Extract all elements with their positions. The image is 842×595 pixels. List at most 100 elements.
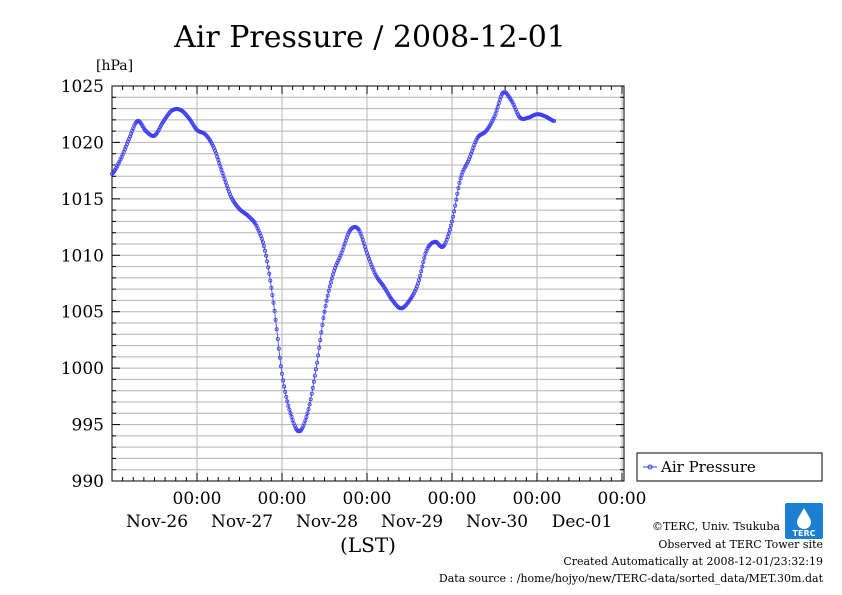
data-point (156, 127, 161, 132)
data-point (264, 253, 269, 258)
x-tick-label-date: Nov-26 (126, 512, 188, 532)
data-point (510, 100, 515, 105)
data-point (157, 125, 162, 130)
data-point (327, 284, 332, 289)
credit-line-1: ©TERC, Univ. Tsukuba (652, 520, 780, 533)
data-point (316, 353, 321, 358)
data-point (457, 180, 462, 185)
data-point (298, 428, 303, 433)
data-point (419, 269, 424, 274)
data-point (341, 244, 346, 249)
data-point (275, 336, 280, 341)
data-point (304, 414, 309, 419)
data-point (453, 203, 458, 208)
axis-ticks: 990 995 1000 1005 1010 1015 1020 1025 00:00 Nov-2… (61, 77, 647, 532)
y-tick-label: 1025 (61, 77, 104, 97)
credit-line-3: Created Automatically at 2008-12-01/23:3… (563, 555, 823, 568)
data-point (552, 119, 557, 124)
data-point (158, 123, 163, 128)
y-axis-unit: [hPa] (96, 58, 133, 74)
data-point (311, 379, 316, 384)
data-point (261, 244, 266, 249)
data-point (308, 397, 313, 402)
data-point (310, 385, 315, 390)
data-point (449, 219, 454, 224)
data-point (279, 371, 284, 376)
data-point (266, 265, 271, 270)
data-point (142, 127, 147, 132)
data-point (317, 345, 322, 350)
data-point (321, 315, 326, 320)
y-tick-label: 990 (72, 472, 104, 492)
plot-area (111, 85, 625, 482)
data-point (269, 285, 274, 290)
logo-text: TERC (793, 529, 816, 538)
y-tick-label: 1020 (61, 133, 104, 153)
y-tick-label: 1015 (61, 190, 104, 210)
data-point (448, 223, 453, 228)
data-point (259, 236, 264, 241)
grid-lines (112, 86, 624, 481)
data-point (282, 384, 287, 389)
data-point (451, 214, 456, 219)
data-point (494, 108, 499, 113)
legend-label-air-pressure: Air Pressure (660, 458, 756, 476)
data-point (324, 298, 329, 303)
data-point (360, 237, 365, 242)
x-tick-label-date: Nov-27 (211, 512, 273, 532)
data-point (319, 330, 324, 335)
data-point (116, 161, 121, 166)
data-point (262, 248, 267, 253)
data-point (284, 394, 289, 399)
data-point (330, 272, 335, 277)
data-point (359, 234, 364, 239)
data-point (322, 309, 327, 314)
data-point (271, 300, 276, 305)
data-point (272, 308, 277, 313)
x-tick-label-date: Dec-01 (552, 512, 613, 532)
data-point (464, 161, 469, 166)
data-point (445, 234, 450, 239)
data-point (312, 373, 317, 378)
credit-line-2: Observed at TERC Tower site (658, 538, 823, 551)
data-point (442, 242, 447, 247)
data-point (323, 303, 328, 308)
y-tick-label: 1000 (61, 359, 104, 379)
data-point (283, 389, 288, 394)
data-point (315, 360, 320, 365)
data-point (274, 327, 279, 332)
data-point (422, 255, 427, 260)
data-point (307, 402, 312, 407)
data-point (276, 346, 281, 351)
data-point (420, 264, 425, 269)
chart-title: Air Pressure / 2008-12-01 (173, 20, 566, 55)
data-point (303, 418, 308, 423)
x-tick-label-date: Nov-30 (466, 512, 528, 532)
data-point (289, 414, 294, 419)
data-point (447, 227, 452, 232)
data-point (329, 276, 334, 281)
x-tick-label-date: Nov-28 (296, 512, 358, 532)
data-point (435, 240, 440, 245)
x-tick-label-time: 00:00 (513, 489, 562, 509)
data-point (110, 171, 115, 176)
x-tick-label-time: 00:00 (598, 489, 647, 509)
data-point (411, 291, 416, 296)
series-air-pressure (110, 90, 557, 434)
water-drop-icon (797, 508, 811, 529)
data-point (217, 161, 222, 166)
data-point (415, 281, 420, 286)
legend: Air Pressure (636, 452, 823, 482)
legend-marker (647, 464, 653, 470)
credit-line-4: Data source : /home/hojyo/new/TERC-data/… (439, 572, 824, 585)
x-tick-label-time: 00:00 (173, 489, 222, 509)
data-point (253, 221, 258, 226)
data-point (418, 273, 423, 278)
data-point (306, 407, 311, 412)
data-point (461, 167, 466, 172)
data-point (305, 411, 310, 416)
data-point (325, 293, 330, 298)
data-point (237, 206, 242, 211)
x-tick-label-time: 00:00 (258, 489, 307, 509)
